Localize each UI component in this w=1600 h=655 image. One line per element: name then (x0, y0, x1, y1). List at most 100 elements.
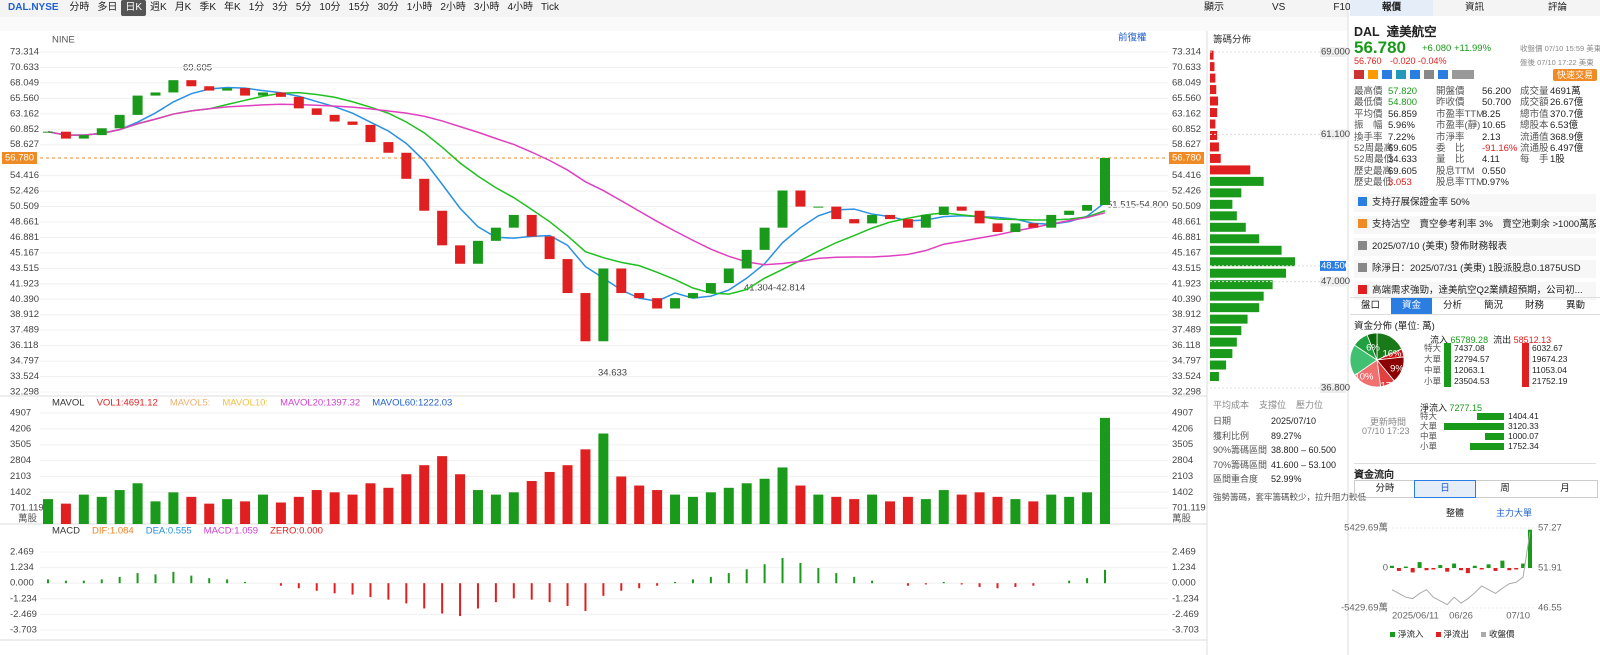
volume-bar (96, 496, 107, 524)
chip-row-label: 90%籌碼區間 (1213, 445, 1268, 455)
fund-tab[interactable]: 財務 (1524, 300, 1544, 311)
toolbar-button[interactable]: F10 (1333, 2, 1351, 13)
chip-row-label: 區間重合度 (1213, 474, 1259, 484)
y-tick-label: 43.515 (1172, 263, 1201, 274)
period-tab[interactable]: 月K (174, 2, 192, 13)
quick-trade[interactable]: 快速交易 (1553, 69, 1598, 81)
period-tab[interactable]: 5分 (295, 2, 312, 13)
period-tab[interactable]: 週K (150, 2, 167, 13)
candle (419, 178, 430, 211)
flow-tab[interactable]: 分時 (1375, 483, 1395, 494)
toolbar-button[interactable]: 顯示 (1204, 2, 1224, 13)
moving-average (47, 103, 1106, 266)
volume-bar (1100, 417, 1110, 524)
chip-bar (1210, 337, 1237, 347)
stat-row: 歷史最低 3.053 股息率TTM 0.97% (1354, 177, 1600, 188)
quote-tab[interactable]: 資訊 (1464, 2, 1484, 13)
fund-tab[interactable]: 資金 (1391, 298, 1432, 314)
flow-tab[interactable]: 周 (1500, 483, 1510, 494)
y-tick-label: 73.314 (1172, 47, 1201, 58)
period-tabs: 分時 多日 日K 週K 月K 季K 年K 1分 3分 5分 10分 15分 30分 1小時 2小時 3小時 4小… (65, 0, 563, 16)
period-tab[interactable]: 日K (121, 0, 147, 16)
period-tab[interactable]: 15分 (348, 2, 370, 13)
flow-tab[interactable]: 月 (1560, 483, 1570, 494)
volume-bar (508, 492, 519, 524)
period-tab[interactable]: 4小時 (507, 2, 534, 13)
y-tick-label: 2103 (1172, 471, 1193, 482)
flow-mode[interactable]: 主力大單 (1496, 508, 1533, 518)
flow-mode[interactable]: 整體 (1446, 508, 1465, 518)
y-tick-label: 37.489 (1172, 325, 1201, 336)
y-tick-label: 701.119 (1172, 503, 1206, 514)
y-tick-label: 65.560 (1172, 93, 1201, 104)
period-tab[interactable]: 季K (199, 2, 217, 13)
y-tick-label: 2.469 (1172, 547, 1196, 558)
quote-panel: 報價 資訊 評論 DAL 達美航空 56.780 +6.080 +11.99% 收盤… (1350, 0, 1600, 655)
notice[interactable]: 除淨日：2025/07/31 (美東) 1股派股息0.1875USD (1354, 260, 1596, 278)
fund-tab[interactable]: 盤口 (1360, 300, 1380, 311)
quote-tab[interactable]: 評論 (1547, 2, 1567, 13)
chip-bar (1210, 165, 1251, 175)
period-tab[interactable]: Tick (541, 2, 559, 13)
flow-bar (1472, 565, 1477, 568)
notice[interactable]: 高端需求強勁，達美航空Q2業績超預期，公司初... (1354, 282, 1596, 300)
fund-tab[interactable]: 簡況 (1483, 300, 1503, 311)
toolbar-button[interactable]: VS (1272, 2, 1286, 13)
net-value: 1000.07 (1507, 431, 1539, 441)
chip-tick-label: 69.000 (1321, 47, 1350, 58)
range-label: 51.515-54.800 (1107, 200, 1168, 211)
net-inflow: 淨流入 7277.15 (1420, 401, 1482, 414)
symbol[interactable]: DAL.NYSE (8, 2, 59, 13)
period-tab[interactable]: 分時 (69, 2, 90, 13)
fund-tab[interactable]: 異動 (1565, 300, 1585, 311)
candle (43, 131, 53, 133)
net-row: 小單 1752.34 (1420, 441, 1539, 451)
stat-row: 歷史最高 69.605 股息TTM 0.550 (1354, 166, 1600, 177)
period-tab[interactable]: 年K (224, 2, 241, 13)
period-tab[interactable]: 多日 (97, 2, 118, 13)
notice[interactable]: 2025/07/10 (美東) 發佈財務報表 (1354, 238, 1596, 256)
candle (526, 214, 537, 237)
last-price-box (1169, 151, 1204, 164)
restore-mode[interactable]: 前復權 (1118, 32, 1147, 44)
volume-bar (795, 485, 806, 524)
after-time: 盤後 07/10 17:22 美東 (1520, 58, 1594, 67)
period-tab[interactable]: 1小時 (406, 2, 433, 13)
stats: 最高價 57.820 開盤價 56.200 成交量 4691萬 最低價 54.800 昨收價 50… (1354, 86, 1600, 189)
flow-tab[interactable]: 日 (1414, 480, 1476, 498)
chip-tick-label: 36.800 (1321, 383, 1350, 394)
volume-bar (257, 494, 268, 524)
period-tab[interactable]: 3小時 (473, 2, 500, 13)
y-tick-label: 4206 (1172, 423, 1193, 434)
period-tab[interactable]: 2小時 (440, 2, 466, 13)
flow-title: 資金流向 (1354, 463, 1596, 481)
notice[interactable]: 支持孖展保證金率 50% (1354, 194, 1596, 212)
price-change: +6.080 +11.99% (1422, 43, 1492, 54)
period-tab[interactable]: 1分 (248, 2, 265, 13)
volume-bar (60, 503, 71, 524)
stat-row: 52周最低 34.633 量 比 4.11 每 手 1股 (1354, 154, 1600, 165)
y-tick-label: 33.524 (10, 371, 39, 382)
volume-bar (311, 490, 322, 524)
notice[interactable]: 支持沽空 賣空參考利率 3% 賣空池剩余 >1000萬股 (1354, 216, 1596, 234)
fund-row-label: 特大 (1424, 343, 1442, 353)
stat-label: 歷史最高 (1354, 165, 1393, 177)
y-tick-label: 3505 (1172, 439, 1193, 450)
stat-label: 市盈率(靜) (1436, 120, 1481, 132)
chip-bar (1210, 314, 1248, 324)
y-tick-label: -5429.69萬 (1341, 602, 1388, 614)
chip-legend-item: 壓力位 (1296, 400, 1324, 410)
fund-in: 12063.1 (1444, 365, 1522, 376)
quote-tab[interactable]: 報價 (1350, 0, 1433, 16)
toolbar-bg (0, 0, 1348, 17)
y-tick-label: 0 (1383, 563, 1388, 574)
volume-bar (598, 433, 609, 524)
chip-bar (1210, 280, 1273, 290)
stat-label: 成交量 (1520, 86, 1549, 97)
fund-tab[interactable]: 分析 (1442, 300, 1462, 311)
period-tab[interactable]: 30分 (377, 2, 399, 13)
y-tick-label: 4907 (1172, 408, 1193, 419)
period-tab[interactable]: 10分 (319, 2, 341, 13)
period-tab[interactable]: 3分 (272, 2, 288, 13)
net-bar (1484, 432, 1504, 440)
